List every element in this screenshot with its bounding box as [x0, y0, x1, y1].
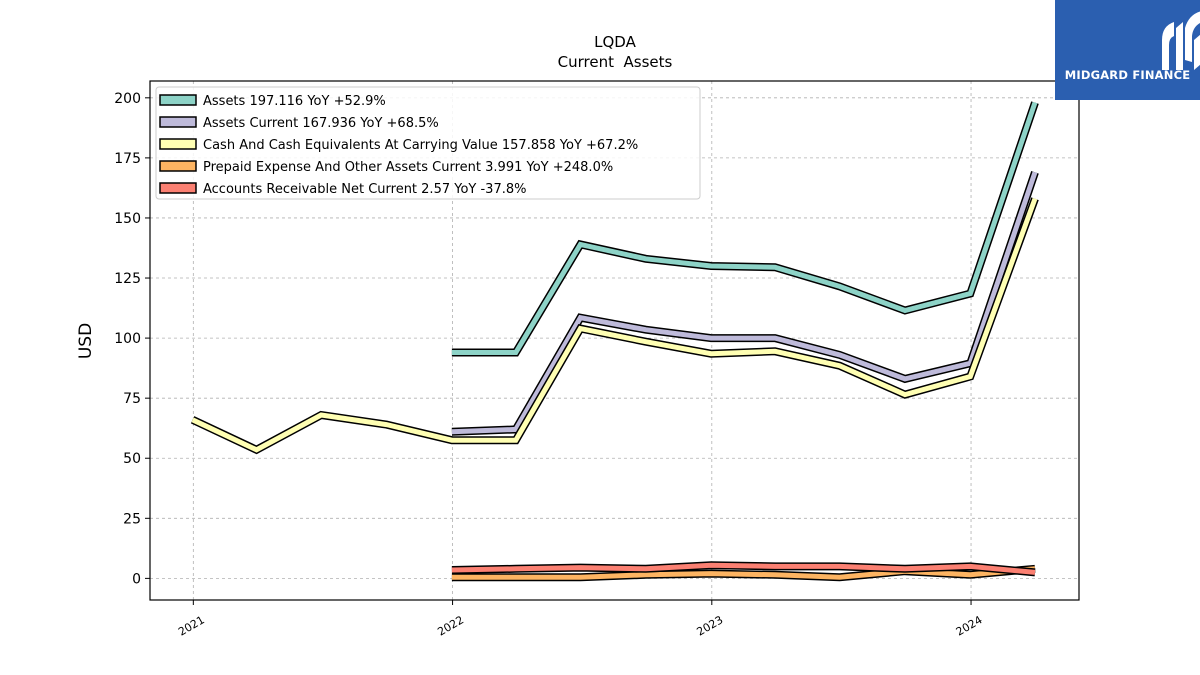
- y-axis-label: USD: [76, 323, 96, 359]
- legend-label: Assets Current 167.936 YoY +68.5%: [203, 116, 439, 131]
- x-tick-label: 2021: [176, 613, 207, 638]
- y-tick-label: 25: [123, 511, 141, 527]
- series-line: [451, 101, 1038, 355]
- legend-swatch: [159, 182, 197, 194]
- y-tick-label: 50: [123, 451, 141, 467]
- y-tick-label: 175: [114, 151, 141, 167]
- y-tick-label: 75: [123, 391, 141, 407]
- y-tick-label: 100: [114, 331, 141, 347]
- x-tick-label: 2023: [695, 613, 726, 638]
- x-tick-label: 2022: [435, 613, 466, 638]
- brand-logo: MIDGARD FINANCE: [1055, 0, 1200, 100]
- x-axis-ticks: 2021 2022 2023 2024: [176, 600, 985, 639]
- plot-frame: [149, 80, 1080, 601]
- logo-text: MIDGARD FINANCE: [1064, 68, 1191, 82]
- legend-swatch: [159, 116, 197, 128]
- x-tick-label: 2024: [954, 613, 985, 638]
- series-lines: [190, 101, 1039, 582]
- legend-box: [155, 86, 701, 200]
- legend-swatch: [159, 94, 197, 106]
- series-line: [451, 566, 1036, 580]
- legend-swatch: [159, 138, 197, 150]
- y-tick-label: 200: [114, 91, 141, 107]
- y-tick-label: 125: [114, 271, 141, 287]
- legend-label: Assets 197.116 YoY +52.9%: [203, 94, 386, 109]
- legend-label: Accounts Receivable Net Current 2.57 YoY…: [203, 182, 526, 197]
- chart-subtitle: Current Assets: [558, 53, 673, 71]
- legend-swatch: [159, 160, 197, 172]
- y-tick-label: 0: [132, 571, 141, 587]
- chart-title: LQDA: [594, 33, 636, 51]
- series-line: [451, 562, 1036, 575]
- legend-label: Cash And Cash Equivalents At Carrying Va…: [203, 138, 638, 153]
- y-axis-ticks: 0 25 50 75 100 125 150 175 200: [114, 91, 150, 587]
- series-line: [451, 171, 1038, 435]
- legend: Assets 197.116 YoY +52.9% Assets Current …: [155, 86, 701, 200]
- legend-label: Prepaid Expense And Other Assets Current…: [203, 160, 613, 175]
- logo-mark-icon: [1162, 11, 1200, 70]
- series-line: [191, 197, 1038, 453]
- y-tick-label: 150: [114, 211, 141, 227]
